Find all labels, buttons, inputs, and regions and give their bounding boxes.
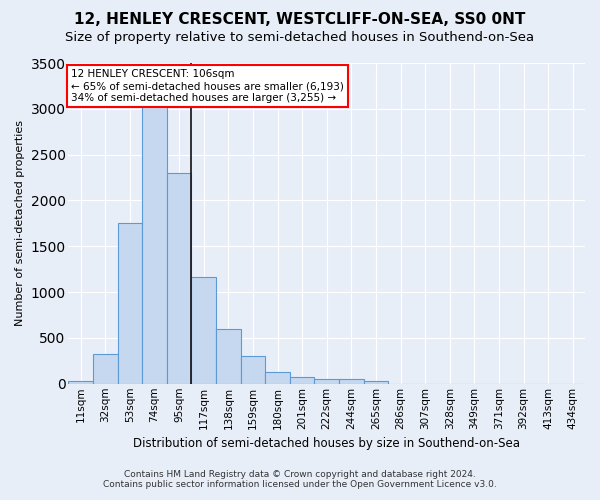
X-axis label: Distribution of semi-detached houses by size in Southend-on-Sea: Distribution of semi-detached houses by … xyxy=(133,437,520,450)
Bar xyxy=(93,354,118,384)
Bar xyxy=(68,381,93,384)
Bar xyxy=(265,372,290,384)
Text: 12 HENLEY CRESCENT: 106sqm
← 65% of semi-detached houses are smaller (6,193)
34%: 12 HENLEY CRESCENT: 106sqm ← 65% of semi… xyxy=(71,70,344,102)
Bar xyxy=(167,173,191,384)
Y-axis label: Number of semi-detached properties: Number of semi-detached properties xyxy=(15,120,25,326)
Bar xyxy=(314,378,339,384)
Bar xyxy=(290,378,314,384)
Bar xyxy=(118,224,142,384)
Bar xyxy=(142,104,167,384)
Bar xyxy=(216,329,241,384)
Text: Size of property relative to semi-detached houses in Southend-on-Sea: Size of property relative to semi-detach… xyxy=(65,31,535,44)
Text: Contains HM Land Registry data © Crown copyright and database right 2024.
Contai: Contains HM Land Registry data © Crown c… xyxy=(103,470,497,489)
Text: 12, HENLEY CRESCENT, WESTCLIFF-ON-SEA, SS0 0NT: 12, HENLEY CRESCENT, WESTCLIFF-ON-SEA, S… xyxy=(74,12,526,28)
Bar xyxy=(191,278,216,384)
Bar xyxy=(241,356,265,384)
Bar xyxy=(364,381,388,384)
Bar xyxy=(339,379,364,384)
